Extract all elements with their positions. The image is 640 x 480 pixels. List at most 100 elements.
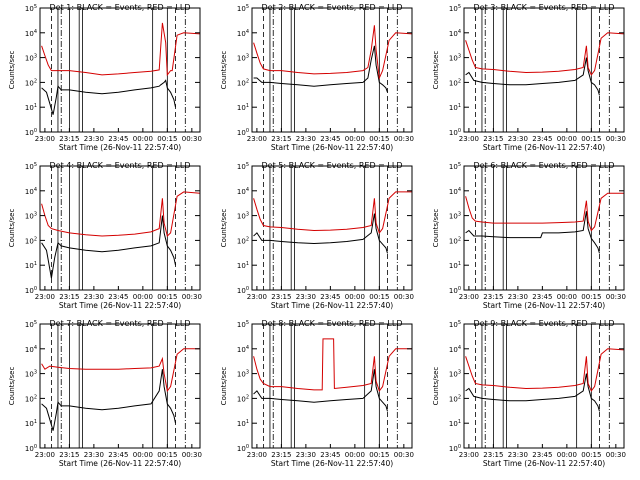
y-tick-label: 105 xyxy=(449,162,461,171)
y-tick-label: 104 xyxy=(25,345,37,354)
x-tick-label: 00:15 xyxy=(581,293,601,301)
y-tick-label: 103 xyxy=(237,212,249,221)
series-line-lld xyxy=(253,25,413,80)
x-axis-label: Start Time (26-Nov-11 22:57:40) xyxy=(59,143,181,152)
x-tick-label: 23:30 xyxy=(508,135,528,143)
x-tick-label: 23:45 xyxy=(108,293,128,301)
x-tick-label: 23:00 xyxy=(35,451,55,459)
x-tick-label: 00:15 xyxy=(369,451,389,459)
plot-frame xyxy=(463,165,625,291)
series-line-lld xyxy=(41,348,200,393)
chart-panel-7: Det 7: BLACK = Events, RED = LLD10010110… xyxy=(8,319,202,468)
chart-panel-1: Det 1: BLACK = Events, RED = LLD10010110… xyxy=(8,3,202,152)
x-tick-label: 23:15 xyxy=(483,293,503,301)
chart-panel-2: Det 2: BLACK = Events, RED = LLD10010110… xyxy=(220,3,414,152)
x-tick-label: 23:00 xyxy=(247,293,267,301)
y-axis-label: Counts/sec xyxy=(8,367,16,406)
x-tick-label: 23:15 xyxy=(483,451,503,459)
x-tick-label: 00:15 xyxy=(369,293,389,301)
x-tick-label: 00:00 xyxy=(557,293,577,301)
x-tick-label: 23:00 xyxy=(459,451,479,459)
y-tick-label: 101 xyxy=(449,261,461,270)
x-tick-label: 23:45 xyxy=(320,451,340,459)
x-axis-label: Start Time (26-Nov-11 22:57:40) xyxy=(483,143,605,152)
x-tick-label: 00:00 xyxy=(345,451,365,459)
plot-frame xyxy=(39,165,201,291)
x-tick-label: 00:00 xyxy=(557,451,577,459)
y-tick-label: 102 xyxy=(25,394,37,403)
y-tick-label: 105 xyxy=(449,320,461,329)
series-line-events xyxy=(253,369,388,412)
chart-panel-9: Det 9: BLACK = Events, RED = LLD10010110… xyxy=(432,319,626,468)
series-line-events xyxy=(41,79,176,115)
y-tick-label: 101 xyxy=(237,419,249,428)
series-line-lld xyxy=(253,191,412,234)
x-tick-label: 00:30 xyxy=(606,451,626,459)
y-axis-label: Counts/sec xyxy=(432,209,440,248)
x-axis-label: Start Time (26-Nov-11 22:57:40) xyxy=(271,301,393,310)
y-tick-label: 100 xyxy=(237,444,249,453)
y-tick-label: 102 xyxy=(449,394,461,403)
x-tick-label: 23:30 xyxy=(508,293,528,301)
y-tick-label: 100 xyxy=(449,128,461,137)
x-tick-label: 00:30 xyxy=(394,451,414,459)
x-tick-label: 23:00 xyxy=(247,135,267,143)
y-tick-label: 101 xyxy=(25,419,37,428)
series-line-events xyxy=(41,215,176,279)
plot-frame xyxy=(39,7,201,133)
y-tick-label: 100 xyxy=(449,444,461,453)
y-tick-label: 101 xyxy=(237,261,249,270)
series-line-events xyxy=(465,373,600,412)
y-tick-label: 102 xyxy=(449,236,461,245)
y-tick-label: 102 xyxy=(237,78,249,87)
y-tick-label: 105 xyxy=(25,320,37,329)
y-tick-label: 105 xyxy=(25,4,37,13)
y-tick-label: 100 xyxy=(237,128,249,137)
x-tick-label: 23:45 xyxy=(532,293,552,301)
chart-panel-8: Det 8: BLACK = Events, RED = LLD10010110… xyxy=(220,319,414,468)
x-tick-label: 00:15 xyxy=(157,135,177,143)
y-tick-label: 101 xyxy=(449,419,461,428)
plot-frame xyxy=(251,165,413,291)
x-tick-label: 00:00 xyxy=(133,293,153,301)
y-tick-label: 100 xyxy=(25,444,37,453)
y-tick-label: 105 xyxy=(449,4,461,13)
y-tick-label: 105 xyxy=(237,320,249,329)
x-tick-label: 23:45 xyxy=(320,135,340,143)
x-tick-label: 23:45 xyxy=(532,135,552,143)
y-axis-label: Counts/sec xyxy=(8,51,16,90)
chart-panel-4: Det 4: BLACK = Events, RED = LLD10010110… xyxy=(8,161,202,310)
series-line-events xyxy=(465,211,600,254)
y-tick-label: 104 xyxy=(449,187,461,196)
x-tick-label: 00:15 xyxy=(581,135,601,143)
y-axis-label: Counts/sec xyxy=(220,367,228,406)
x-tick-label: 23:30 xyxy=(84,135,104,143)
y-tick-label: 105 xyxy=(237,162,249,171)
x-tick-label: 00:30 xyxy=(394,293,414,301)
x-tick-label: 00:15 xyxy=(369,135,389,143)
x-tick-label: 23:30 xyxy=(296,451,316,459)
y-tick-label: 105 xyxy=(237,4,249,13)
x-tick-label: 00:00 xyxy=(345,293,365,301)
x-tick-label: 23:15 xyxy=(271,451,291,459)
x-axis-label: Start Time (26-Nov-11 22:57:40) xyxy=(271,143,393,152)
x-tick-label: 23:15 xyxy=(59,293,79,301)
x-tick-label: 23:00 xyxy=(459,135,479,143)
y-tick-label: 103 xyxy=(449,370,461,379)
x-tick-label: 23:15 xyxy=(59,451,79,459)
plot-frame xyxy=(39,323,201,449)
series-line-lld xyxy=(41,191,201,237)
y-tick-label: 100 xyxy=(25,286,37,295)
x-tick-label: 23:00 xyxy=(247,451,267,459)
x-tick-label: 00:15 xyxy=(157,451,177,459)
y-axis-label: Counts/sec xyxy=(432,51,440,90)
y-tick-label: 102 xyxy=(25,236,37,245)
x-tick-label: 00:30 xyxy=(182,135,202,143)
x-tick-label: 00:15 xyxy=(581,451,601,459)
x-axis-label: Start Time (26-Nov-11 22:57:40) xyxy=(59,459,181,468)
x-tick-label: 00:00 xyxy=(345,135,365,143)
y-axis-label: Counts/sec xyxy=(432,367,440,406)
x-axis-label: Start Time (26-Nov-11 22:57:40) xyxy=(59,301,181,310)
series-line-events xyxy=(253,213,388,254)
y-tick-label: 100 xyxy=(237,286,249,295)
